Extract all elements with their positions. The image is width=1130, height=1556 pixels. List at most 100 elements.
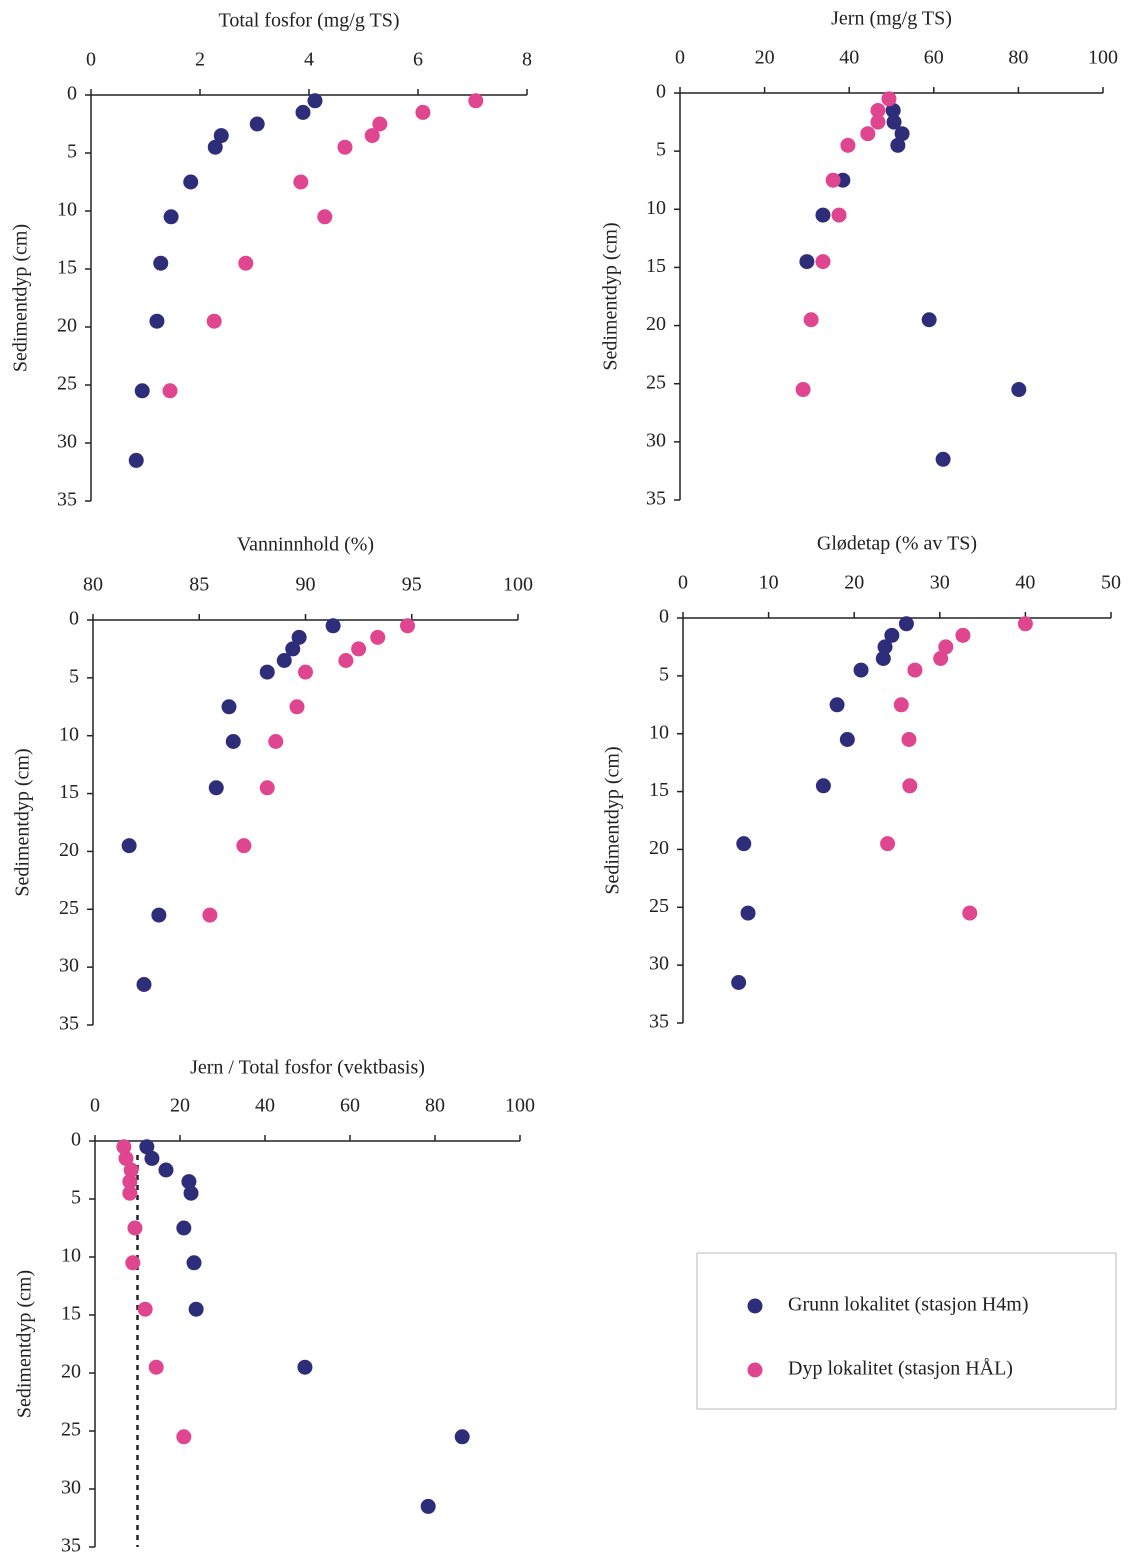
data-point (884, 627, 900, 643)
data-point (186, 1255, 202, 1271)
data-point (893, 697, 909, 713)
data-point (291, 629, 307, 645)
x-tick-label: 4 (304, 49, 314, 71)
data-point (351, 641, 367, 657)
data-point (137, 1301, 153, 1317)
data-point (213, 128, 229, 144)
data-point (338, 653, 354, 668)
data-point (1011, 382, 1027, 398)
data-point (935, 451, 951, 467)
data-point (831, 207, 847, 223)
y-tick-label: 5 (69, 665, 79, 687)
data-point (293, 174, 309, 190)
y-tick-label: 25 (59, 897, 79, 919)
data-point (420, 1498, 436, 1514)
data-point (317, 209, 333, 225)
legend-marker (747, 1298, 763, 1314)
data-point (803, 312, 819, 328)
data-point (188, 1301, 204, 1317)
data-point (298, 664, 313, 680)
data-point (162, 383, 178, 399)
y-tick-label: 30 (649, 953, 669, 975)
data-point (829, 697, 845, 713)
data-point (325, 618, 341, 634)
data-point (870, 102, 886, 118)
y-tick-label: 5 (659, 663, 669, 685)
x-tick-label: 40 (1015, 572, 1035, 594)
data-point (740, 905, 756, 921)
data-point (128, 452, 144, 468)
data-point (202, 907, 218, 923)
data-point (415, 104, 431, 120)
data-point (259, 664, 275, 680)
y-tick-label: 25 (57, 373, 77, 395)
x-tick-label: 60 (340, 1095, 360, 1117)
data-point (297, 1359, 313, 1375)
data-point (886, 114, 902, 130)
x-tick-label: 40 (839, 47, 859, 69)
y-axis-label: Sedimentdyp (cm) (602, 746, 624, 894)
x-tick-label: 8 (522, 49, 532, 71)
data-point (122, 1185, 138, 1201)
y-axis-label: Sedimentdyp (cm) (10, 224, 32, 372)
data-point (736, 836, 752, 852)
data-point (148, 1359, 164, 1375)
y-tick-label: 15 (59, 781, 79, 803)
y-tick-label: 35 (649, 1011, 669, 1033)
y-tick-label: 10 (649, 721, 669, 743)
x-tick-label: 2 (195, 49, 205, 71)
data-point (815, 778, 831, 794)
x-tick-label: 20 (755, 47, 775, 69)
chart-title: Glødetap (% av TS) (817, 533, 977, 555)
x-tick-label: 80 (425, 1095, 445, 1117)
x-tick-label: 0 (90, 1095, 100, 1117)
x-tick-label: 50 (1101, 572, 1121, 594)
y-tick-label: 30 (646, 429, 666, 451)
data-point (285, 641, 301, 657)
chart-title: Jern / Total fosfor (vektbasis) (190, 1057, 425, 1079)
data-point (276, 653, 292, 668)
y-tick-label: 15 (646, 255, 666, 277)
chart-title: Jern (mg/g TS) (831, 8, 952, 30)
x-tick-label: 10 (759, 572, 779, 594)
data-point (125, 1255, 141, 1271)
data-point (176, 1429, 192, 1445)
data-point (208, 780, 224, 796)
data-point (955, 627, 971, 643)
data-point (249, 116, 265, 132)
y-tick-label: 10 (61, 1245, 81, 1267)
data-point (221, 699, 237, 715)
data-point (894, 126, 910, 142)
y-tick-label: 35 (57, 489, 77, 511)
data-point (118, 1150, 134, 1166)
x-tick-label: 100 (503, 574, 533, 596)
data-point (815, 207, 831, 223)
data-point (268, 734, 284, 749)
chart-title: Vanninnhold (%) (237, 534, 374, 556)
data-point (207, 139, 223, 155)
y-tick-label: 20 (61, 1361, 81, 1383)
data-point (289, 699, 305, 715)
data-point (139, 1139, 155, 1155)
y-tick-label: 20 (649, 837, 669, 859)
x-tick-label: 95 (402, 574, 422, 596)
data-point (860, 126, 876, 142)
legend-marker (747, 1362, 763, 1378)
y-tick-label: 0 (69, 608, 79, 630)
data-point (295, 104, 311, 120)
data-point (885, 102, 901, 118)
x-tick-label: 40 (255, 1095, 275, 1117)
data-point (337, 139, 353, 155)
y-axis-label: Sedimentdyp (cm) (600, 222, 622, 370)
y-tick-label: 0 (656, 81, 666, 103)
y-axis-label: Sedimentdyp (cm) (14, 1270, 36, 1418)
data-point (840, 137, 856, 153)
data-point (236, 838, 252, 854)
data-point (907, 662, 923, 678)
data-point (901, 732, 917, 747)
data-point (122, 1174, 138, 1190)
y-tick-label: 15 (57, 257, 77, 279)
data-point (731, 975, 747, 990)
y-tick-label: 30 (57, 431, 77, 453)
data-point (881, 91, 897, 107)
